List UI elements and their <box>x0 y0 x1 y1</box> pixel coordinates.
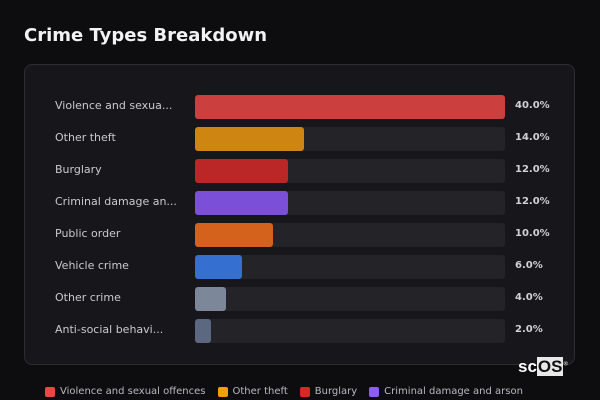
bar-label: Other crime <box>55 291 121 304</box>
scos-logo: scOS® <box>518 357 568 376</box>
bar <box>195 255 242 279</box>
bar-label: Public order <box>55 227 121 240</box>
bar-label: Criminal damage an... <box>55 195 177 208</box>
legend-label: Burglary <box>314 386 358 397</box>
legend: Violence and sexual offences Other theft B… <box>45 386 523 397</box>
legend-item[interactable]: Criminal damage and arson <box>369 386 523 397</box>
bar-label: Burglary <box>55 163 102 176</box>
bar <box>195 287 226 311</box>
bar-track <box>195 127 505 151</box>
bar-value-label: 14.0% <box>515 132 550 143</box>
bar-value-label: 10.0% <box>515 228 550 239</box>
legend-item[interactable]: Other theft <box>217 386 288 397</box>
bar-track <box>195 223 505 247</box>
chart-card: Violence and sexua... 40.0% Other theft 1… <box>24 64 575 365</box>
bar-value-label: 6.0% <box>515 260 543 271</box>
bar-value-label: 4.0% <box>515 292 543 303</box>
bar-row: Burglary 12.0% <box>25 159 574 183</box>
bar-track <box>195 191 505 215</box>
chart-title: Crime Types Breakdown <box>24 25 268 46</box>
bar-value-label: 12.0% <box>515 196 550 207</box>
bar-label: Violence and sexua... <box>55 99 173 112</box>
bar <box>195 127 304 151</box>
bar-track <box>195 95 505 119</box>
bar-track <box>195 255 505 279</box>
bar <box>195 223 273 247</box>
bar <box>195 159 288 183</box>
bar <box>195 191 288 215</box>
legend-item[interactable]: Burglary <box>299 386 358 397</box>
legend-label: Other theft <box>232 386 288 397</box>
legend-item[interactable]: Violence and sexual offences <box>45 386 206 397</box>
legend-label: Violence and sexual offences <box>60 386 206 397</box>
bar-row: Anti-social behavi... 2.0% <box>25 319 574 343</box>
bar-track <box>195 319 505 343</box>
legend-swatch <box>45 386 55 397</box>
bar-label: Vehicle crime <box>55 259 129 272</box>
bar-row: Other crime 4.0% <box>25 287 574 311</box>
bar-value-label: 40.0% <box>515 100 550 111</box>
legend-swatch <box>369 386 380 397</box>
bar-track <box>195 159 505 183</box>
bar-label: Anti-social behavi... <box>55 323 164 336</box>
bar-value-label: 12.0% <box>515 164 550 175</box>
bar-row: Public order 10.0% <box>25 223 574 247</box>
legend-swatch <box>217 386 228 397</box>
legend-label: Criminal damage and arson <box>384 386 523 397</box>
bar-value-label: 2.0% <box>515 324 543 335</box>
bar-row: Criminal damage an... 12.0% <box>25 191 574 215</box>
bar-row: Other theft 14.0% <box>25 127 574 151</box>
bar-label: Other theft <box>55 131 116 144</box>
bar-row: Vehicle crime 6.0% <box>25 255 574 279</box>
bar <box>195 95 505 119</box>
bar-track <box>195 287 505 311</box>
bar <box>195 319 211 343</box>
bar-row: Violence and sexua... 40.0% <box>25 95 574 119</box>
legend-swatch <box>299 386 310 397</box>
